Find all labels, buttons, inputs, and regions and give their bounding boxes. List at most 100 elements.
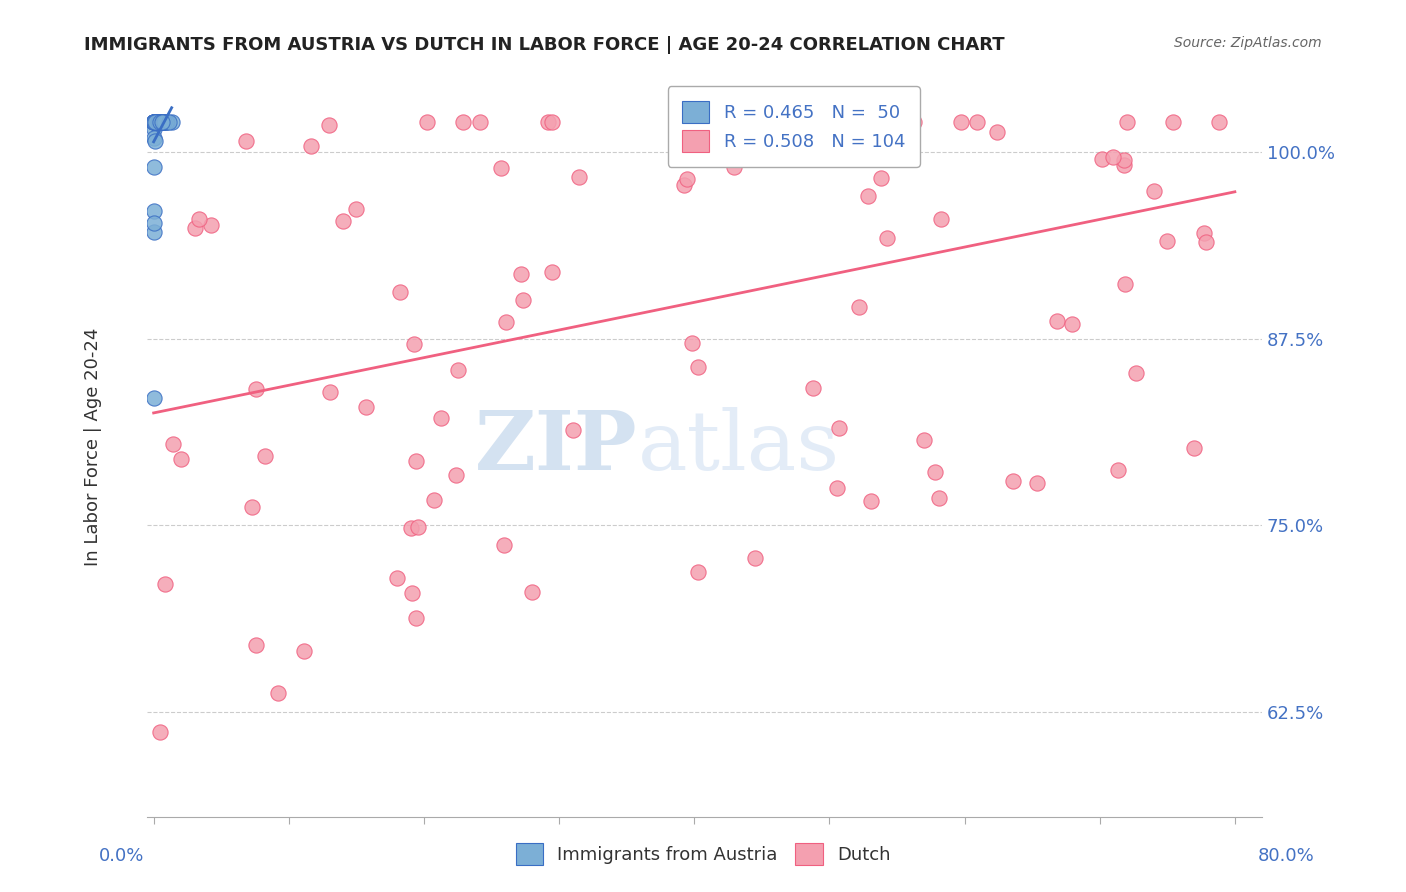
- Dutch: [253, 449, 276, 463]
- Dutch: [388, 285, 411, 300]
- Dutch: [354, 400, 377, 414]
- Immigrants from Austria: [142, 115, 165, 129]
- Dutch: [825, 482, 848, 496]
- Dutch: [737, 115, 759, 129]
- Dutch: [1112, 158, 1135, 172]
- Dutch: [1194, 227, 1216, 241]
- Dutch: [318, 384, 340, 399]
- Dutch: [704, 115, 727, 129]
- Dutch: [162, 437, 184, 451]
- Immigrants from Austria: [152, 115, 174, 129]
- Immigrants from Austria: [143, 115, 166, 129]
- Dutch: [292, 644, 315, 658]
- Immigrants from Austria: [142, 391, 165, 405]
- Immigrants from Austria: [142, 115, 165, 129]
- Dutch: [1156, 234, 1178, 248]
- Text: 80.0%: 80.0%: [1258, 847, 1315, 865]
- Immigrants from Austria: [142, 121, 165, 136]
- Dutch: [491, 161, 513, 176]
- Dutch: [245, 383, 267, 397]
- Dutch: [799, 115, 821, 129]
- Dutch: [401, 586, 423, 600]
- Text: IMMIGRANTS FROM AUSTRIA VS DUTCH IN LABOR FORCE | AGE 20-24 CORRELATION CHART: IMMIGRANTS FROM AUSTRIA VS DUTCH IN LABO…: [84, 36, 1005, 54]
- Immigrants from Austria: [145, 115, 167, 129]
- Dutch: [520, 585, 543, 599]
- Immigrants from Austria: [142, 131, 165, 145]
- Dutch: [332, 214, 354, 228]
- Dutch: [537, 115, 560, 129]
- Dutch: [153, 577, 176, 591]
- Immigrants from Austria: [148, 115, 170, 129]
- Dutch: [697, 115, 720, 129]
- Dutch: [408, 520, 430, 534]
- Dutch: [405, 453, 427, 467]
- Dutch: [853, 115, 876, 129]
- Dutch: [782, 115, 804, 129]
- Immigrants from Austria: [142, 115, 165, 129]
- Dutch: [200, 218, 222, 232]
- Immigrants from Austria: [148, 115, 170, 129]
- Dutch: [891, 117, 914, 131]
- Immigrants from Austria: [142, 115, 165, 129]
- Dutch: [266, 686, 288, 700]
- Dutch: [1116, 115, 1139, 129]
- Dutch: [451, 115, 474, 129]
- Immigrants from Austria: [142, 115, 165, 129]
- Immigrants from Austria: [142, 115, 165, 129]
- Dutch: [1114, 277, 1136, 291]
- Immigrants from Austria: [142, 115, 165, 129]
- Immigrants from Austria: [152, 115, 174, 129]
- Dutch: [1046, 313, 1069, 327]
- Immigrants from Austria: [157, 115, 180, 129]
- Dutch: [468, 115, 491, 129]
- Dutch: [510, 267, 533, 281]
- Dutch: [399, 520, 422, 534]
- Dutch: [860, 494, 883, 508]
- Text: atlas: atlas: [637, 407, 839, 487]
- Dutch: [430, 411, 453, 425]
- Dutch: [149, 725, 172, 739]
- Dutch: [245, 638, 267, 652]
- Dutch: [672, 178, 695, 192]
- Dutch: [966, 115, 988, 129]
- Dutch: [1060, 318, 1083, 332]
- Dutch: [848, 300, 870, 314]
- Immigrants from Austria: [143, 134, 166, 148]
- Immigrants from Austria: [146, 115, 169, 129]
- Dutch: [686, 359, 709, 374]
- Immigrants from Austria: [156, 115, 179, 129]
- Dutch: [841, 127, 863, 141]
- Immigrants from Austria: [142, 115, 165, 129]
- Text: ZIP: ZIP: [475, 407, 637, 487]
- Dutch: [928, 491, 950, 505]
- Immigrants from Austria: [149, 115, 172, 129]
- Dutch: [1107, 463, 1129, 477]
- Immigrants from Austria: [142, 115, 165, 129]
- Immigrants from Austria: [155, 115, 177, 129]
- Dutch: [1182, 441, 1205, 455]
- Dutch: [744, 551, 766, 566]
- Immigrants from Austria: [153, 115, 176, 129]
- Immigrants from Austria: [142, 115, 165, 129]
- Immigrants from Austria: [142, 115, 165, 129]
- Dutch: [495, 315, 517, 329]
- Dutch: [385, 570, 408, 584]
- Dutch: [950, 115, 973, 129]
- Dutch: [1002, 474, 1025, 488]
- Immigrants from Austria: [142, 204, 165, 219]
- Dutch: [856, 189, 879, 203]
- Dutch: [1091, 152, 1114, 166]
- Dutch: [1142, 184, 1164, 198]
- Dutch: [318, 118, 340, 132]
- Dutch: [837, 115, 859, 129]
- Immigrants from Austria: [148, 115, 170, 129]
- Dutch: [931, 211, 953, 226]
- Immigrants from Austria: [142, 115, 165, 129]
- Dutch: [676, 172, 699, 186]
- Legend: R = 0.465   N =  50, R = 0.508   N = 104: R = 0.465 N = 50, R = 0.508 N = 104: [668, 87, 920, 167]
- Immigrants from Austria: [142, 115, 165, 129]
- Dutch: [568, 170, 591, 185]
- Immigrants from Austria: [142, 160, 165, 174]
- Y-axis label: In Labor Force | Age 20-24: In Labor Force | Age 20-24: [84, 327, 103, 566]
- Dutch: [924, 465, 946, 479]
